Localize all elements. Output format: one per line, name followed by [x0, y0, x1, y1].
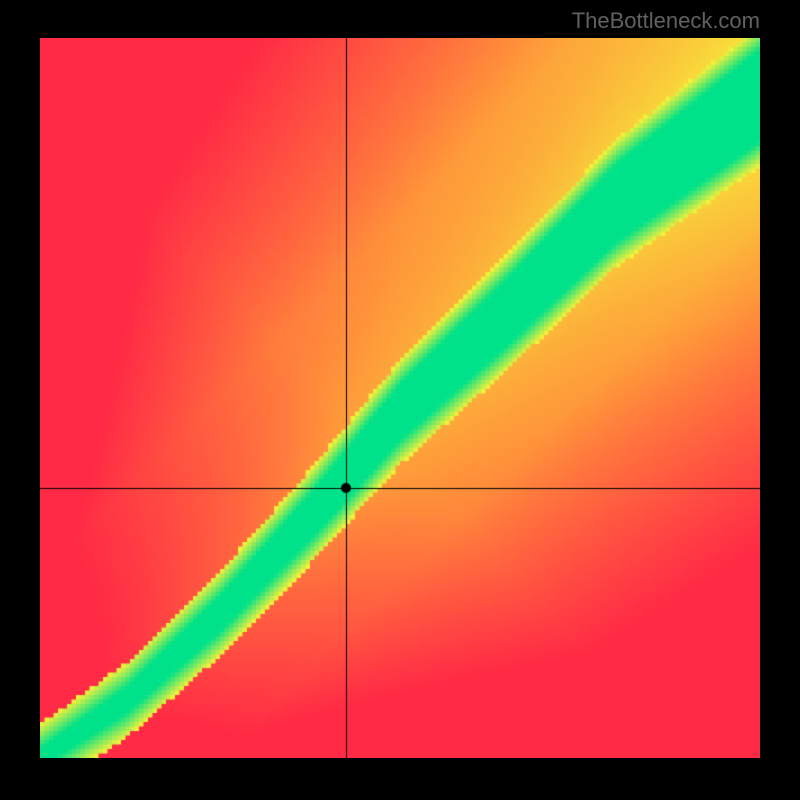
heatmap-canvas: [40, 38, 760, 758]
chart-container: TheBottleneck.com: [0, 0, 800, 800]
plot-area: [40, 38, 760, 758]
watermark-text: TheBottleneck.com: [572, 8, 760, 34]
